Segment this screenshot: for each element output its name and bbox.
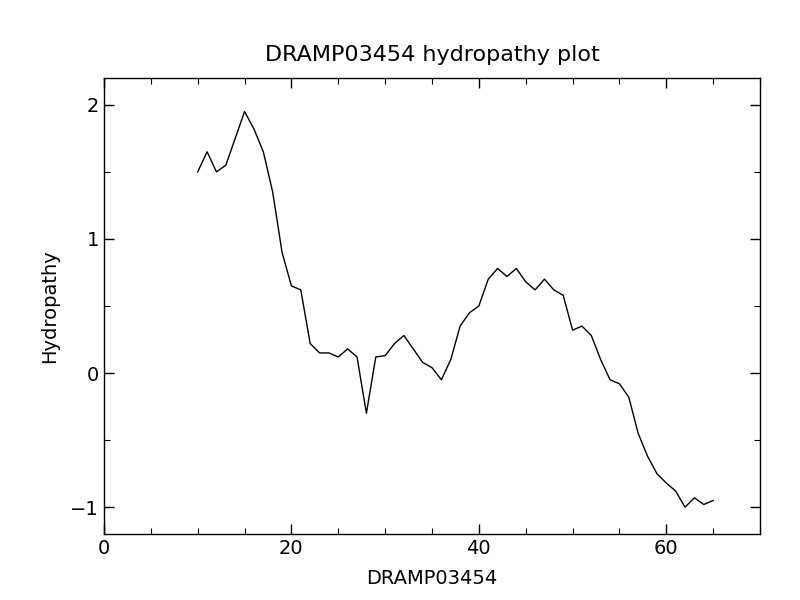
Title: DRAMP03454 hydropathy plot: DRAMP03454 hydropathy plot	[265, 46, 599, 65]
Y-axis label: Hydropathy: Hydropathy	[40, 249, 59, 363]
X-axis label: DRAMP03454: DRAMP03454	[366, 569, 498, 588]
